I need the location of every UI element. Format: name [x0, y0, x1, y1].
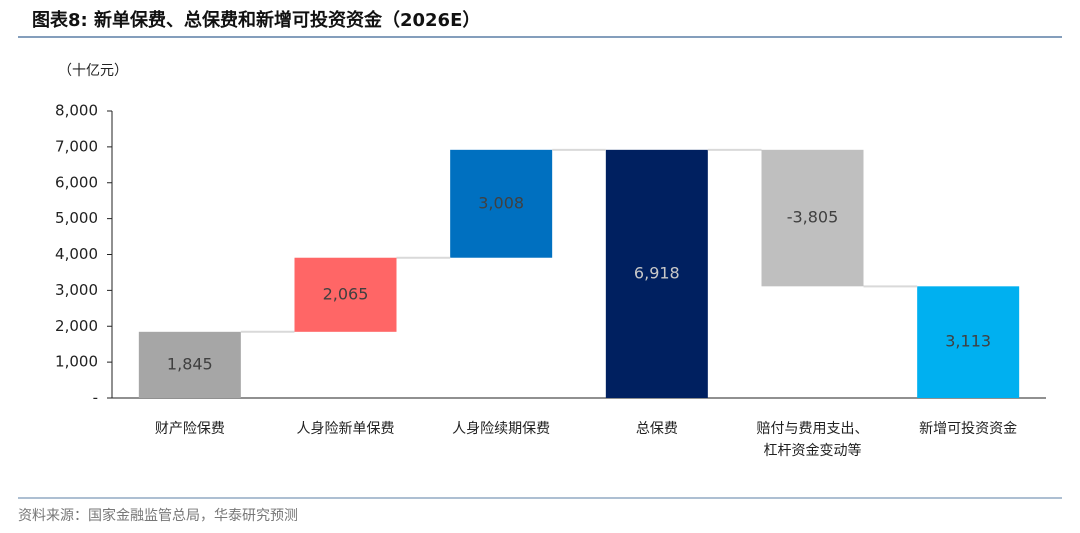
bar: [761, 149, 864, 287]
source: 资料来源：国家金融监管总局，华泰研究预测: [18, 507, 298, 524]
y-tick-label: 1,000: [55, 353, 98, 371]
y-tick-label: 8,000: [55, 102, 98, 120]
bar: [294, 257, 397, 332]
bar: [138, 331, 241, 398]
x-tick-label: 总保费: [635, 421, 678, 437]
bar: [917, 286, 1020, 398]
value-label: 1,845: [167, 354, 213, 373]
x-tick-label: 新增可投资资金: [919, 421, 1018, 437]
y-axis-label: （十亿元）: [58, 63, 128, 79]
bar: [450, 149, 553, 258]
x-tick-label: 财产险保费: [154, 421, 225, 437]
y-tick-label: 6,000: [55, 173, 98, 191]
y-tick-label: 5,000: [55, 209, 98, 227]
x-tick-label: 人身险续期保费: [452, 421, 551, 437]
x-tick-label: 赔付与费用支出、 杠杆资金变动等: [756, 421, 869, 459]
y-tick-label: 7,000: [55, 137, 98, 155]
y-tick-label: 2,000: [55, 317, 98, 335]
y-tick-label: 3,000: [55, 281, 98, 299]
y-tick-label: -: [93, 389, 98, 407]
x-tick-label: 人身险新单保费: [296, 421, 395, 437]
value-label: 3,008: [478, 193, 524, 212]
value-label: 3,113: [945, 332, 991, 351]
y-tick-label: 4,000: [55, 245, 98, 263]
bar: [605, 149, 708, 398]
value-label: -3,805: [787, 208, 839, 227]
value-label: 2,065: [323, 284, 369, 303]
chart-title: 图表8: 新单保费、总保费和新增可投资资金（2026E）: [32, 9, 480, 31]
value-label: 6,918: [634, 263, 680, 282]
